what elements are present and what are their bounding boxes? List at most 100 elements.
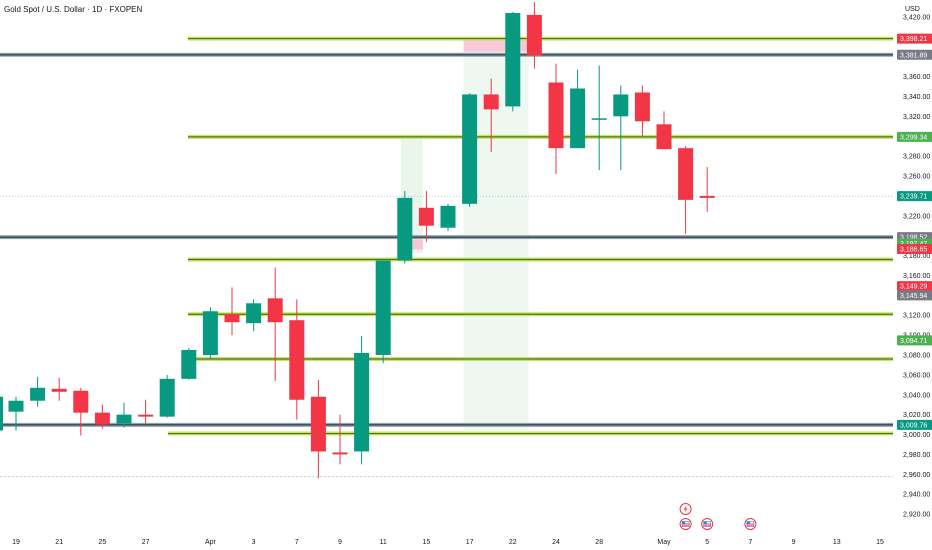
candle-body [526,14,542,56]
x-tick-label: 28 [595,539,603,546]
price-label-box [897,191,932,202]
x-tick-label: 24 [552,539,560,546]
candle-body [310,396,326,452]
candle-body [30,387,46,401]
x-tick-label: 9 [792,539,796,546]
price-label: 3,186.65 [900,246,927,253]
candle-body [678,148,694,200]
candle-body [397,197,413,261]
currency-label: USD [905,6,920,13]
candle-body [634,92,650,122]
candle [375,260,391,363]
candle [548,63,564,175]
flag-canton [682,521,686,524]
lightning-shape [683,505,688,513]
y-tick-label: 3,340.00 [903,94,930,101]
candle [138,399,154,424]
y-tick-label: 3,280.00 [903,154,930,161]
x-tick-label: 15 [423,539,431,546]
price-label-box [897,131,932,142]
x-tick-label: 7 [295,539,299,546]
price-label-box [897,290,932,301]
price-label-box [897,281,932,292]
x-tick-label: 22 [509,539,517,546]
x-tick-label: 27 [142,539,150,546]
candle [570,69,586,149]
y-tick-label: 3,040.00 [903,392,930,399]
candle [181,348,197,380]
candle [656,111,672,150]
candle [505,11,521,112]
us-flag-icon[interactable] [679,518,692,530]
candle [440,203,456,231]
y-tick-label: 3,260.00 [903,174,930,181]
candle-body [462,94,478,204]
candle-body [94,412,110,425]
price-label: 3,145.94 [900,293,927,300]
candle [678,146,694,234]
x-tick-label: 19 [12,539,20,546]
price-label-box [897,49,932,60]
price-label: 3,009.76 [900,422,927,429]
x-tick-label: Apr [205,539,217,546]
candle-body [116,414,132,424]
candle-body [570,88,586,149]
x-tick-label: 9 [338,539,342,546]
price-label: 3,299.34 [900,134,927,141]
candle-body [138,414,154,417]
candle-body [440,205,456,228]
x-tick-label: 17 [466,539,474,546]
candle [159,374,175,418]
x-tick-label: 21 [55,539,63,546]
candle [310,379,326,479]
candle [462,93,478,207]
candle-body [332,452,348,455]
x-tick-label: 11 [380,539,387,546]
x-tick-label: 15 [876,539,884,546]
candle [526,1,542,69]
y-tick-label: 2,920.00 [903,512,930,519]
candle-body [656,124,672,150]
price-label: 3,198.52 [900,235,927,242]
flag-canton [703,521,707,524]
candle-body [289,320,305,400]
price-label-box [897,33,932,44]
y-tick-label: 2,980.00 [903,452,930,459]
candle [591,65,607,171]
candle-body [0,396,3,431]
candle [699,167,715,212]
candle-body [418,207,434,226]
y-tick-label: 3,360.00 [903,74,930,81]
candle-body [202,311,218,355]
us-flag-icon[interactable] [701,518,714,530]
y-tick-label: 3,220.00 [903,213,930,220]
flag-canton [746,521,750,524]
candle [30,376,46,407]
candle-body [375,260,391,355]
x-tick-label: 25 [99,539,107,546]
candle-body [246,303,262,324]
y-tick-label: 3,320.00 [903,114,930,121]
price-label: 3,398.21 [900,36,927,43]
x-tick-label: 13 [833,539,841,546]
candle-body [613,94,629,117]
candle-body [73,390,89,413]
candle [224,287,240,336]
candle [397,190,413,264]
candle-body [591,118,607,120]
candle [418,190,434,242]
us-flag-icon[interactable] [744,518,757,530]
y-tick-label: 3,120.00 [903,313,930,320]
candle [354,336,370,465]
x-tick-label: 3 [252,539,256,546]
candle-body [505,12,521,107]
candle [73,387,89,436]
candle [634,85,650,137]
x-tick-label: May [657,539,671,546]
candle-body [483,94,499,110]
candle [332,414,348,465]
candle-body [181,350,197,379]
lightning-icon[interactable] [679,503,692,515]
y-tick-label: 3,420.00 [903,14,930,21]
